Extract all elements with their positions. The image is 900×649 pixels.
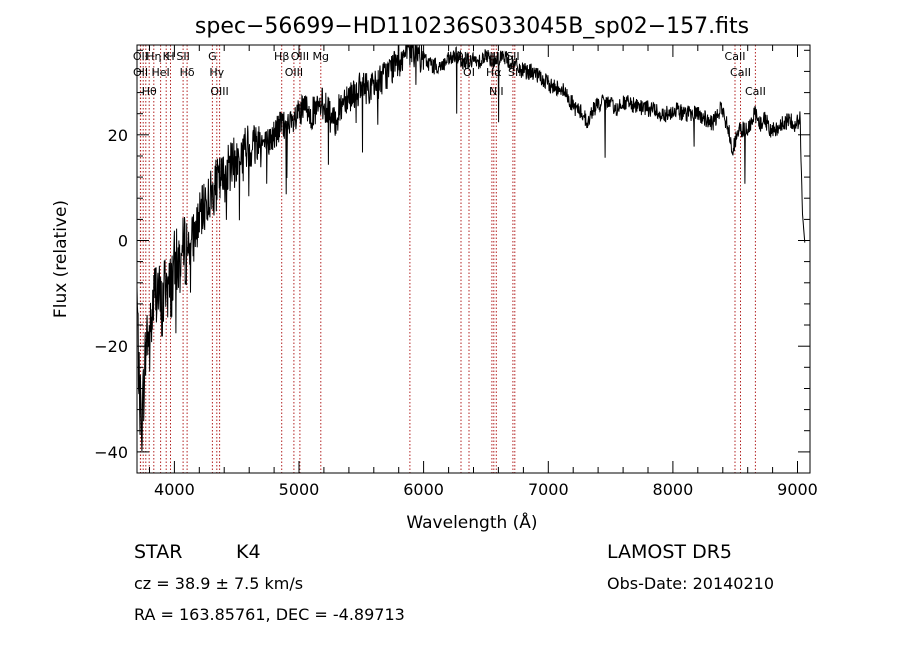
line-label: Hγ (209, 66, 224, 79)
line-label: OI (463, 66, 475, 79)
line-label: Hθ (142, 85, 157, 98)
line-label: H (166, 50, 174, 63)
line-label: NII (489, 85, 504, 98)
plot-frame (136, 44, 811, 474)
line-label: SII (176, 50, 189, 63)
redshift-readout: cz = 38.9 ± 7.5 km/s (134, 574, 303, 593)
line-label: G (208, 50, 217, 63)
line-label: OIII (291, 50, 309, 63)
y-tick-label: −40 (94, 443, 128, 462)
x-tick-label: 6000 (403, 480, 444, 499)
line-label: Hδ (180, 66, 195, 79)
line-label: CaII (745, 85, 766, 98)
line-label: OIII (285, 66, 303, 79)
obs-date: Obs-Date: 20140210 (607, 574, 774, 593)
x-tick-label: 7000 (528, 480, 569, 499)
object-subclass: K4 (236, 541, 261, 563)
spectrum-series (136, 44, 806, 452)
x-tick-label: 8000 (653, 480, 694, 499)
x-tick-label: 5000 (279, 480, 320, 499)
y-axis-label: Flux (relative) (51, 200, 71, 318)
line-label: OII (133, 66, 148, 79)
coordinates: RA = 163.85761, DEC = -4.89713 (134, 605, 405, 624)
line-label: Hβ (274, 50, 289, 63)
survey-name: LAMOST DR5 (607, 541, 732, 563)
x-tick-label: 4000 (154, 480, 195, 499)
axis-ticks: 4000 5000 6000 7000 8000 9000 −40 −20 0 20 (94, 45, 818, 499)
line-label: K (163, 50, 171, 63)
line-label: Mg (313, 50, 329, 63)
object-class: STAR (134, 541, 182, 563)
line-label: OIII (210, 85, 228, 98)
y-tick-label: −20 (94, 337, 128, 356)
line-label: Hα (486, 66, 502, 79)
spectral-line-markers (139, 45, 756, 473)
y-tick-label: 20 (108, 126, 128, 145)
line-label: CaII (725, 50, 746, 63)
line-label: CaII (730, 66, 751, 79)
chart-title: spec−56699−HD110236S033045B_sp02−157.fit… (195, 14, 749, 39)
x-tick-label: 9000 (777, 480, 818, 499)
line-label: Hη (146, 50, 161, 63)
y-tick-label: 0 (118, 232, 128, 251)
x-axis-label: Wavelength (Å) (406, 511, 537, 533)
line-label: HeI (151, 66, 169, 79)
